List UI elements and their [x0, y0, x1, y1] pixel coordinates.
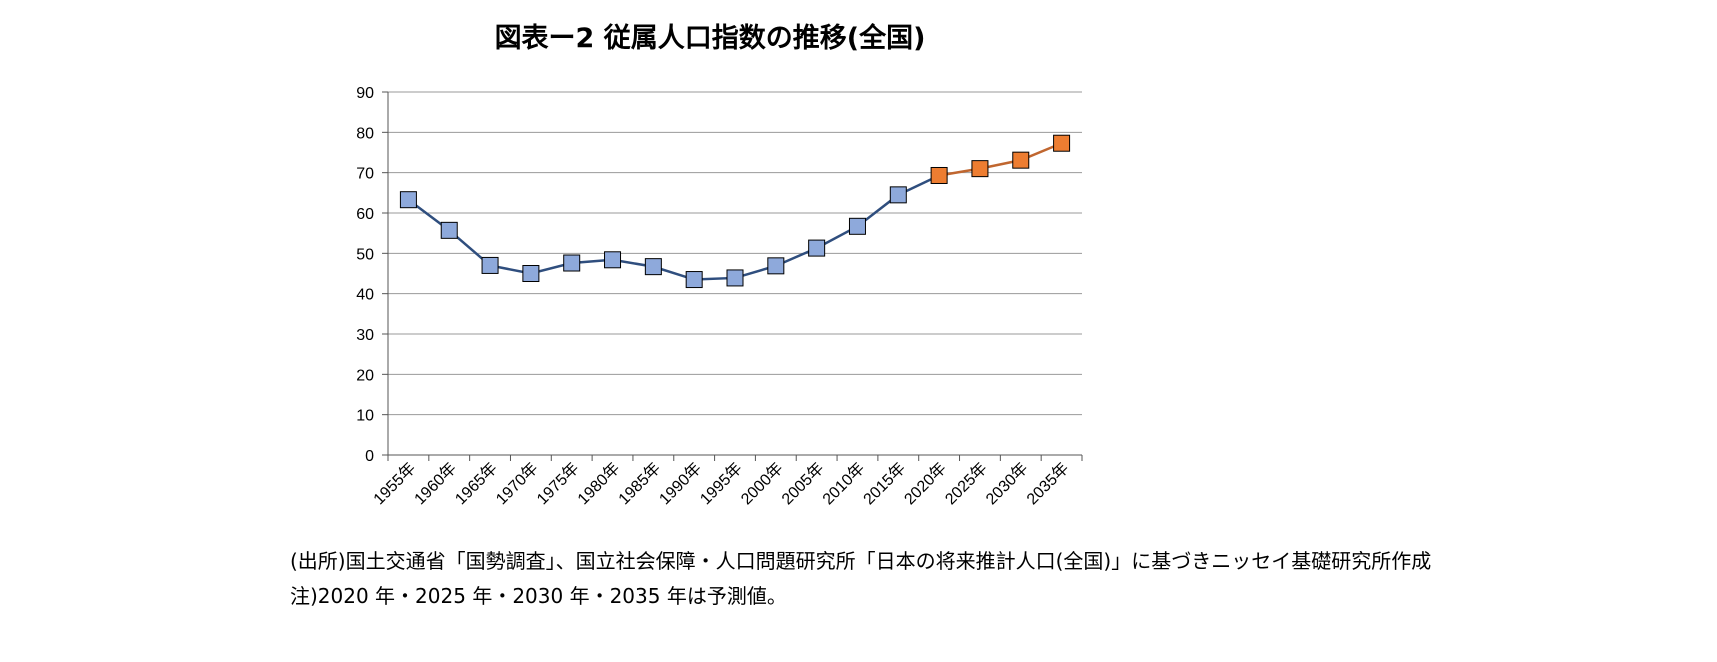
data-point-actual [399, 191, 417, 209]
y-tick-label: 40 [356, 287, 374, 304]
data-point-actual [563, 254, 581, 272]
chart-title: 図表ー2 従属人口指数の推移(全国) [494, 23, 926, 54]
series-lines [407, 142, 1063, 281]
footnote: 注)2020 年・2025 年・2030 年・2035 年は予測値。 [290, 584, 787, 608]
data-point-actual [481, 256, 499, 274]
x-tick-label: 1975年 [533, 459, 582, 508]
series-line-forecast [938, 142, 1063, 177]
data-point-actual [522, 265, 540, 282]
x-tick-label: 1965年 [452, 459, 501, 508]
x-tick-label: 2000年 [737, 459, 786, 508]
y-tick-label: 70 [356, 166, 374, 183]
y-tick-label: 0 [365, 448, 374, 465]
x-tick-label: 2035年 [1023, 459, 1072, 508]
data-point-actual [848, 217, 866, 235]
x-tick-label: 1955年 [370, 459, 419, 508]
x-tick-label: 2025年 [942, 459, 991, 508]
y-tick-label: 60 [356, 206, 374, 223]
x-tick-label: 2030年 [982, 459, 1031, 508]
data-point-actual [604, 251, 622, 269]
y-tick-label: 20 [356, 367, 374, 384]
x-tick-label: 1990年 [656, 459, 705, 508]
gridlines [388, 91, 1082, 416]
x-tick-label: 1995年 [697, 459, 746, 508]
data-point-actual [726, 269, 744, 287]
data-point-actual [889, 186, 907, 204]
x-tick-label: 1985年 [615, 459, 664, 508]
x-tick-label: 1970年 [492, 459, 541, 508]
data-point-actual [644, 258, 662, 276]
source-note: (出所)国土交通省「国勢調査」、国立社会保障・人口問題研究所「日本の将来推計人口… [290, 549, 1432, 573]
data-point-forecast [930, 166, 948, 184]
x-tick-labels: 1955年1960年1965年1970年1975年1980年1985年1990年… [370, 459, 1072, 508]
data-point-forecast [1053, 134, 1071, 152]
data-point-actual [767, 257, 785, 275]
data-point-forecast [971, 160, 989, 178]
y-tick-label: 80 [356, 125, 374, 142]
series-markers [399, 134, 1071, 289]
x-tick-label: 2010年 [819, 459, 868, 508]
x-tick-label: 1960年 [411, 459, 460, 508]
line-chart: 0 10 20 30 40 50 60 70 80 90 1955年1960年1965年1970年… [356, 85, 1083, 508]
x-tick-label: 2005年 [778, 459, 827, 508]
x-tick-label: 2020年 [901, 459, 950, 508]
data-point-actual [685, 271, 703, 289]
y-tick-labels: 0 10 20 30 40 50 60 70 80 90 [356, 85, 374, 465]
y-tick-label: 50 [356, 246, 374, 263]
data-point-actual [808, 239, 826, 257]
x-tick-label: 2015年 [860, 459, 909, 508]
y-tick-label: 30 [356, 327, 374, 344]
data-point-actual [440, 221, 458, 239]
x-tick-label: 1980年 [574, 459, 623, 508]
data-point-forecast [1012, 151, 1030, 169]
axes [382, 91, 1083, 461]
y-tick-label: 90 [356, 85, 374, 102]
y-tick-label: 10 [356, 408, 374, 425]
